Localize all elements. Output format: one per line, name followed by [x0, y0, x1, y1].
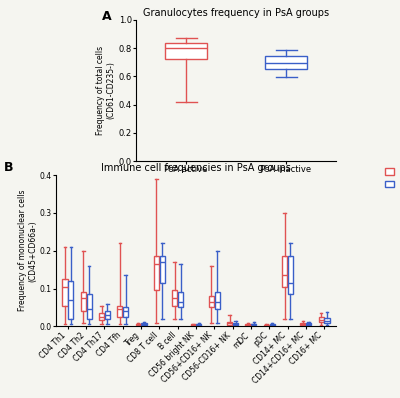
PathPatch shape: [209, 296, 214, 307]
PathPatch shape: [265, 56, 307, 68]
Legend: PsA active, PsA inactive: PsA active, PsA inactive: [382, 164, 400, 192]
Title: Granulocytes frequency in PsA groups: Granulocytes frequency in PsA groups: [143, 8, 329, 18]
PathPatch shape: [142, 323, 146, 325]
PathPatch shape: [62, 279, 68, 306]
PathPatch shape: [251, 324, 256, 325]
PathPatch shape: [105, 311, 110, 319]
PathPatch shape: [306, 323, 311, 325]
PathPatch shape: [233, 323, 238, 325]
Y-axis label: Frequency of total cells
(CD61-CD235-): Frequency of total cells (CD61-CD235-): [96, 46, 116, 135]
Text: B: B: [4, 161, 14, 174]
PathPatch shape: [227, 322, 232, 325]
PathPatch shape: [160, 256, 165, 283]
PathPatch shape: [136, 324, 141, 325]
PathPatch shape: [190, 324, 196, 326]
Text: A: A: [102, 10, 112, 23]
PathPatch shape: [123, 307, 128, 317]
PathPatch shape: [86, 294, 92, 319]
PathPatch shape: [68, 281, 73, 319]
PathPatch shape: [154, 256, 159, 291]
Y-axis label: Frequency of mononuclear cells
(CD45+CD66a-): Frequency of mononuclear cells (CD45+CD6…: [18, 190, 37, 312]
PathPatch shape: [196, 324, 202, 326]
PathPatch shape: [81, 292, 86, 311]
Title: Immune cell frequencies in PsA groups: Immune cell frequencies in PsA groups: [101, 163, 291, 173]
PathPatch shape: [264, 325, 269, 326]
PathPatch shape: [172, 291, 177, 306]
PathPatch shape: [282, 256, 287, 287]
PathPatch shape: [178, 292, 183, 307]
PathPatch shape: [324, 318, 330, 322]
PathPatch shape: [288, 256, 293, 294]
PathPatch shape: [215, 292, 220, 309]
PathPatch shape: [270, 324, 275, 326]
PathPatch shape: [117, 306, 122, 317]
PathPatch shape: [319, 317, 324, 322]
PathPatch shape: [165, 43, 207, 59]
PathPatch shape: [300, 322, 306, 325]
PathPatch shape: [99, 313, 104, 320]
PathPatch shape: [246, 324, 250, 326]
